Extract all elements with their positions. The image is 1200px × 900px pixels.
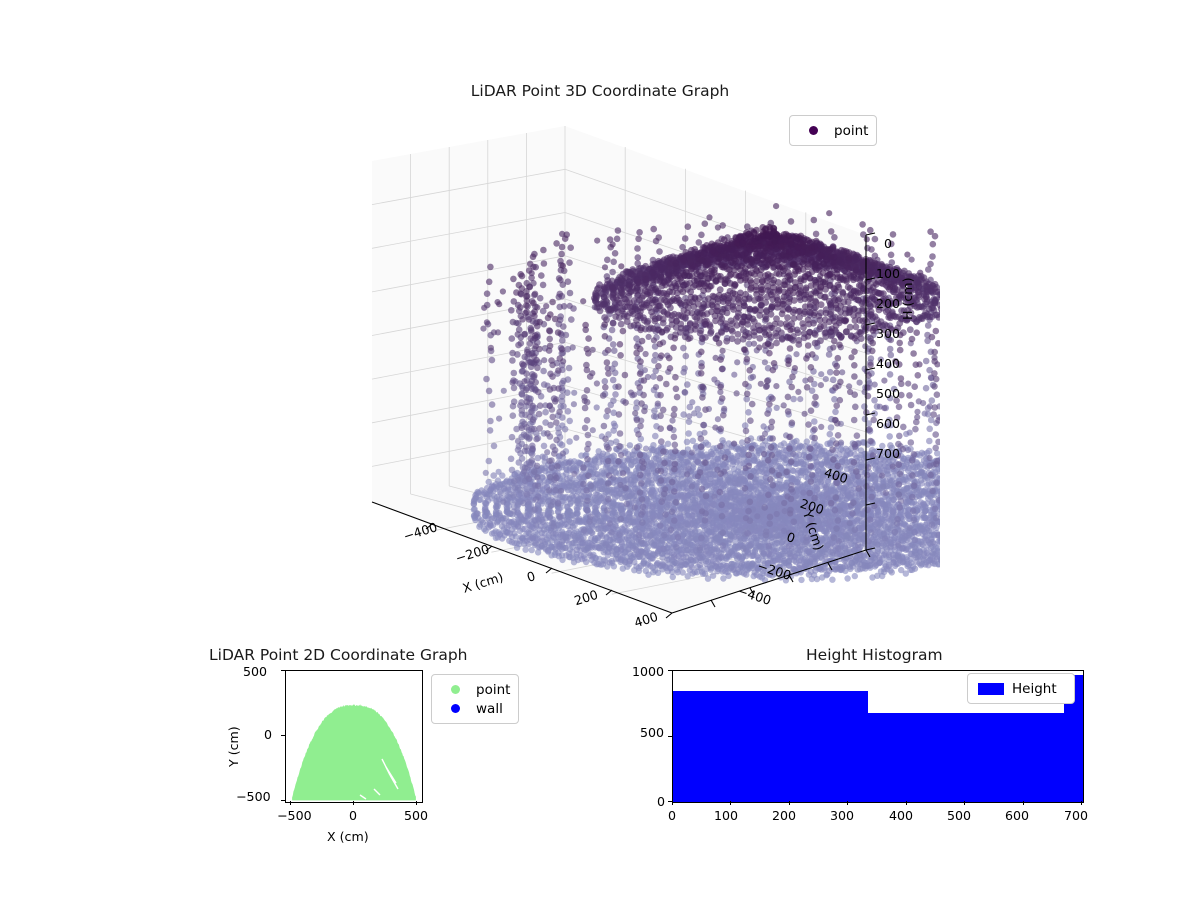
edge-notch — [286, 772, 289, 775]
x2d-tick-mark — [290, 801, 292, 805]
height-patch-icon — [976, 682, 1006, 695]
histogram-bar — [673, 691, 869, 802]
xhist-tick-label: 600 — [1005, 808, 1030, 823]
lidar-2d-title: LiDAR Point 2D Coordinate Graph — [209, 646, 468, 664]
x2d-tick-label: 500 — [404, 808, 429, 823]
x2d-tick-label: −500 — [277, 808, 312, 823]
lidar-3d-axes[interactable] — [300, 120, 940, 640]
scan-shadow — [385, 766, 397, 784]
lidar-2d-axes[interactable] — [285, 670, 423, 803]
z3d-axis-label: H (cm) — [900, 277, 915, 321]
z3d-tick-label: 400 — [876, 356, 901, 371]
legend-label: Height — [1012, 680, 1057, 697]
scan-shadow — [389, 774, 399, 790]
yhist-tick-mark — [668, 736, 672, 738]
xhist-tick-mark — [672, 801, 674, 805]
y2d-axis-label: Y (cm) — [226, 726, 241, 767]
axis-spines — [371, 235, 867, 614]
edge-notch — [286, 752, 290, 756]
xhist-tick-mark — [906, 801, 908, 805]
xhist-tick-label: 700 — [1064, 808, 1089, 823]
edge-notch — [286, 736, 292, 739]
edge-notch — [286, 758, 291, 763]
edge-notch — [286, 781, 290, 786]
histogram-bar — [868, 712, 1064, 802]
z3d-tick-label: 0 — [884, 236, 893, 251]
legend-item-height[interactable]: Height — [976, 679, 1066, 698]
xhist-tick-label: 0 — [668, 808, 677, 823]
edge-notch — [286, 722, 292, 726]
y2d-tick-label: 0 — [264, 727, 273, 742]
point-marker-icon — [798, 126, 828, 135]
xhist-tick-label: 500 — [947, 808, 972, 823]
histogram-bar — [1063, 674, 1083, 802]
xhist-tick-label: 200 — [772, 808, 797, 823]
scan-shadow — [373, 788, 381, 796]
y2d-tick-mark — [281, 670, 285, 672]
legend-label: wall — [476, 700, 503, 717]
xhist-tick-label: 400 — [889, 808, 914, 823]
yhist-tick-label: 0 — [657, 794, 666, 809]
xhist-tick-mark — [1023, 801, 1025, 805]
scan-shadow — [359, 794, 367, 800]
point-cloud-region — [292, 704, 416, 801]
y2d-tick-mark — [281, 800, 285, 802]
edge-notch — [286, 743, 292, 748]
yhist-tick-mark — [668, 670, 672, 672]
z3d-tick-label: 200 — [876, 296, 901, 311]
xhist-tick-label: 100 — [714, 808, 739, 823]
lidar-point-cloud — [470, 203, 940, 584]
legend-2d[interactable]: point wall — [431, 674, 520, 724]
y2d-tick-label: −500 — [236, 789, 271, 804]
yhist-tick-label: 500 — [640, 725, 665, 740]
legend-item-point[interactable]: point — [440, 680, 510, 699]
edge-notch — [286, 725, 290, 730]
y2d-tick-label: 500 — [243, 664, 268, 679]
edge-notch — [286, 715, 291, 719]
xhist-tick-mark — [1081, 801, 1083, 805]
legend-item-point[interactable]: point — [798, 121, 868, 140]
z3d-tick-label: 100 — [876, 266, 901, 281]
legend-label: point — [476, 681, 511, 698]
y2d-tick-mark — [281, 735, 285, 737]
lidar-3d-canvas — [371, 126, 940, 619]
legend-label: point — [834, 122, 869, 139]
xhist-tick-mark — [964, 801, 966, 805]
legend-histogram[interactable]: Height — [967, 673, 1075, 704]
point-marker-icon — [440, 685, 470, 694]
histogram-title: Height Histogram — [806, 646, 943, 664]
edge-notch — [286, 732, 290, 734]
edge-notch — [286, 784, 289, 787]
z3d-tick-label: 300 — [876, 326, 901, 341]
x2d-tick-label: 0 — [349, 808, 358, 823]
x2d-axis-label: X (cm) — [327, 829, 369, 844]
axis-tick-marks — [425, 232, 876, 619]
legend-item-wall[interactable]: wall — [440, 699, 510, 718]
x2d-tick-mark — [416, 801, 418, 805]
xhist-tick-label: 300 — [830, 808, 855, 823]
z3d-tick-label: 700 — [876, 446, 901, 461]
z3d-tick-label: 500 — [876, 386, 901, 401]
edge-notch — [286, 767, 292, 770]
yhist-tick-mark — [668, 801, 672, 803]
z3d-tick-label: 600 — [876, 416, 901, 431]
x2d-tick-mark — [353, 801, 355, 805]
xhist-tick-mark — [847, 801, 849, 805]
wall-marker-icon — [440, 704, 470, 713]
edge-notch — [286, 734, 292, 737]
edge-notch — [286, 728, 289, 732]
yhist-tick-label: 1000 — [632, 664, 665, 679]
xhist-tick-mark — [730, 801, 732, 805]
lidar-2d-canvas — [286, 704, 416, 801]
legend-3d[interactable]: point — [789, 115, 878, 146]
page-title: LiDAR Point 3D Coordinate Graph — [470, 82, 730, 100]
edge-notch — [286, 780, 291, 783]
edge-notch — [286, 719, 290, 721]
xhist-tick-mark — [789, 801, 791, 805]
